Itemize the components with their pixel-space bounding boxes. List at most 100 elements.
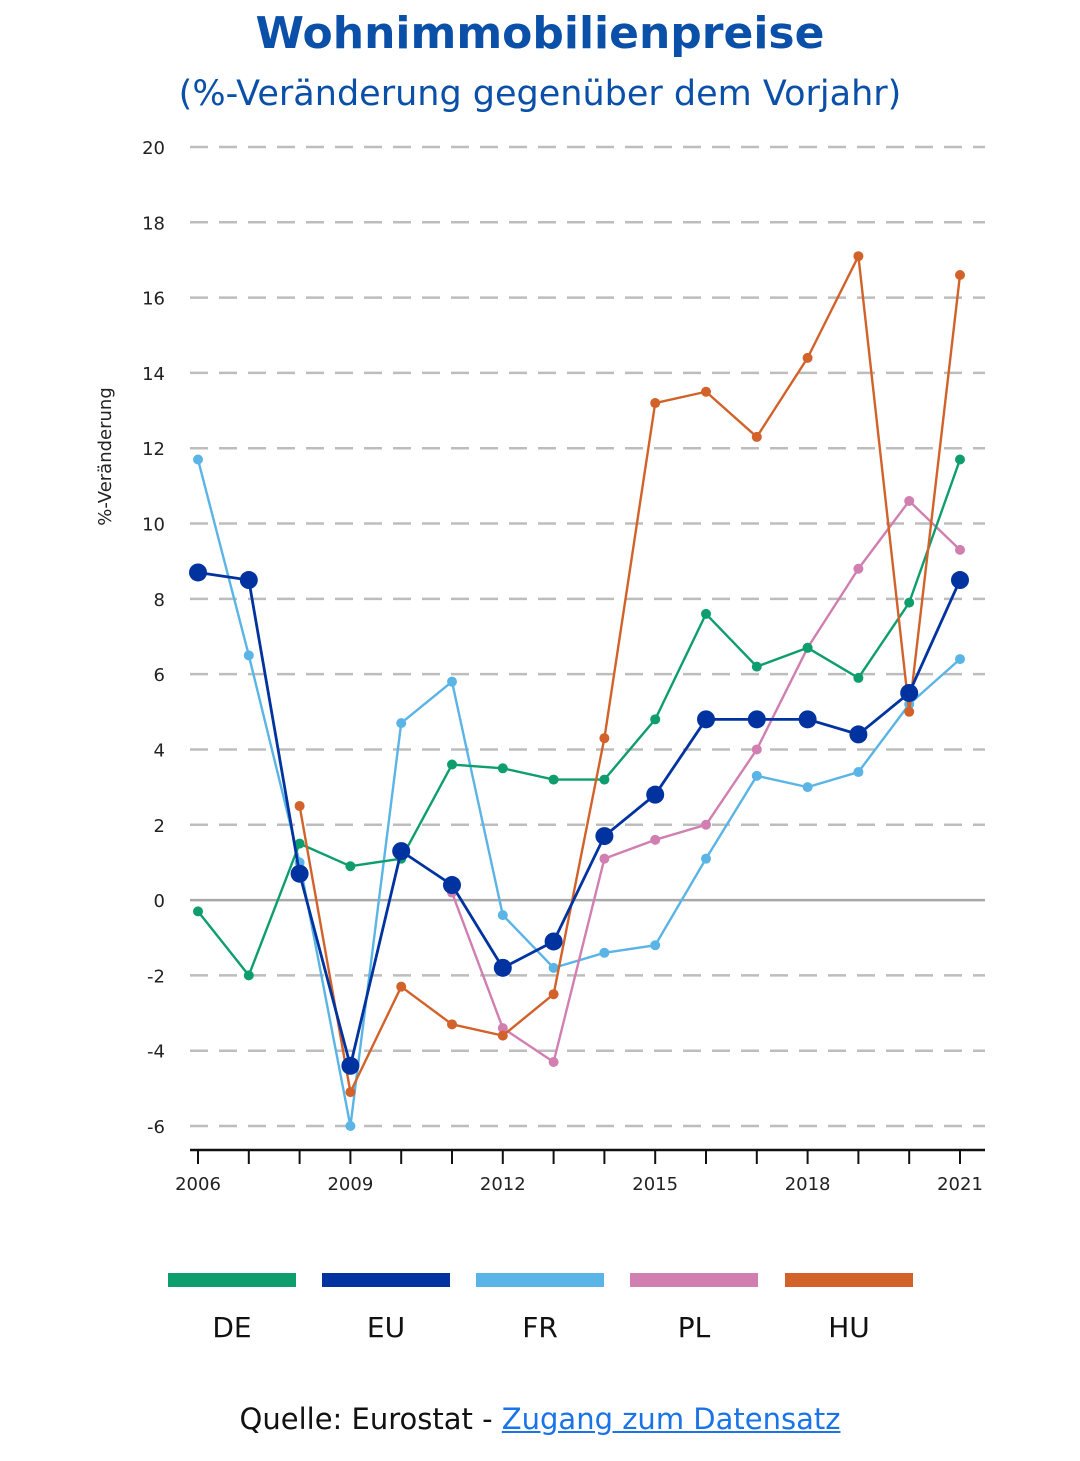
x-tick-label: 2006	[175, 1174, 221, 1195]
point-hu	[548, 989, 559, 1000]
y-tick-label: 8	[154, 590, 165, 611]
x-tick-label: 2012	[480, 1174, 526, 1195]
chart-subtitle: (%-Veränderung gegenüber dem Vorjahr)	[178, 74, 902, 114]
series-line-fr	[196, 459, 961, 1128]
point-hu	[701, 386, 711, 397]
point-fr	[650, 940, 661, 951]
point-hu	[447, 1019, 457, 1030]
chart-title: Wohnimmobilienpreise	[255, 8, 825, 59]
point-fr	[193, 454, 203, 465]
point-pl	[751, 744, 762, 755]
point-eu	[951, 571, 969, 590]
legend-label: PL	[677, 1311, 711, 1344]
point-de	[853, 672, 864, 683]
legend-label: HU	[828, 1311, 870, 1344]
point-de	[447, 759, 457, 770]
point-fr	[853, 767, 864, 778]
point-pl	[955, 544, 965, 555]
point-hu	[650, 398, 661, 409]
point-pl	[701, 819, 711, 830]
point-fr	[599, 947, 610, 958]
point-hu	[904, 706, 915, 717]
point-de	[751, 661, 762, 672]
y-tick-label: 12	[142, 439, 165, 460]
point-de	[955, 454, 965, 465]
point-de	[193, 906, 203, 917]
legend-swatch	[476, 1273, 604, 1287]
point-hu	[751, 431, 762, 442]
point-eu	[443, 876, 461, 895]
point-pl	[599, 853, 610, 864]
y-tick-label: 16	[142, 289, 165, 310]
point-pl	[853, 563, 864, 574]
point-eu	[392, 842, 411, 861]
y-tick-label: -6	[147, 1117, 165, 1138]
point-hu	[955, 270, 965, 281]
point-de	[599, 774, 610, 785]
point-eu	[849, 725, 868, 744]
point-eu	[595, 827, 614, 846]
point-de	[243, 970, 254, 981]
point-eu	[646, 785, 665, 804]
legend-swatch	[322, 1273, 450, 1287]
point-fr	[955, 654, 965, 665]
point-hu	[599, 733, 610, 744]
point-de	[650, 714, 661, 725]
point-hu	[802, 352, 813, 363]
point-hu	[396, 981, 407, 992]
point-pl	[650, 834, 661, 845]
y-tick-label: 18	[142, 213, 165, 234]
point-eu	[341, 1056, 360, 1075]
legend-item-eu: EU	[322, 1270, 450, 1344]
point-fr	[701, 853, 711, 864]
x-tick-label: 2021	[937, 1174, 983, 1195]
point-pl	[904, 495, 915, 506]
point-hu	[497, 1030, 508, 1041]
y-tick-label: 14	[142, 364, 165, 385]
x-tick-label: 2009	[327, 1174, 373, 1195]
legend: DE EU FR PL HU	[0, 1270, 1080, 1350]
point-eu	[900, 683, 919, 702]
legend-label: FR	[522, 1311, 558, 1344]
y-tick-label: 20	[142, 138, 165, 159]
point-de	[802, 642, 813, 653]
point-de	[294, 838, 305, 849]
point-fr	[497, 910, 508, 921]
source-text: Quelle: Eurostat -	[239, 1402, 502, 1436]
point-fr	[243, 650, 254, 661]
point-pl	[548, 1056, 559, 1067]
legend-swatch	[630, 1273, 758, 1287]
legend-label: DE	[212, 1311, 252, 1344]
point-hu	[294, 800, 305, 811]
y-axis-label: %-Veränderung	[95, 387, 116, 526]
y-tick-label: 10	[142, 515, 165, 536]
legend-item-fr: FR	[476, 1270, 604, 1344]
y-tick-label: 6	[154, 665, 165, 686]
point-fr	[447, 676, 457, 687]
y-tick-label: 2	[154, 816, 165, 837]
x-tick-label: 2015	[632, 1174, 678, 1195]
legend-item-pl: PL	[630, 1270, 758, 1344]
series-line-pl	[450, 499, 961, 1064]
dataset-link[interactable]: Zugang zum Datensatz	[501, 1402, 841, 1436]
point-fr	[345, 1121, 356, 1131]
line-chart: 20181614121086420-2-4-6%-Veränderung2006…	[95, 138, 985, 1195]
point-de	[345, 861, 356, 872]
point-de	[548, 774, 559, 785]
source-line: Quelle: Eurostat - Zugang zum Datensatz	[0, 1402, 1080, 1436]
legend-swatch	[168, 1273, 296, 1287]
y-tick-label: 0	[154, 891, 165, 912]
point-hu	[853, 251, 864, 262]
series-line-de	[197, 459, 962, 977]
point-fr	[751, 770, 762, 781]
point-fr	[802, 782, 813, 793]
y-tick-label: 4	[154, 740, 165, 761]
series-line-hu	[298, 254, 962, 1094]
point-hu	[345, 1087, 356, 1098]
point-fr	[548, 962, 559, 973]
point-eu	[239, 571, 258, 590]
point-eu	[189, 563, 207, 582]
point-de	[904, 597, 915, 608]
point-de	[497, 763, 508, 774]
point-eu	[697, 710, 715, 729]
